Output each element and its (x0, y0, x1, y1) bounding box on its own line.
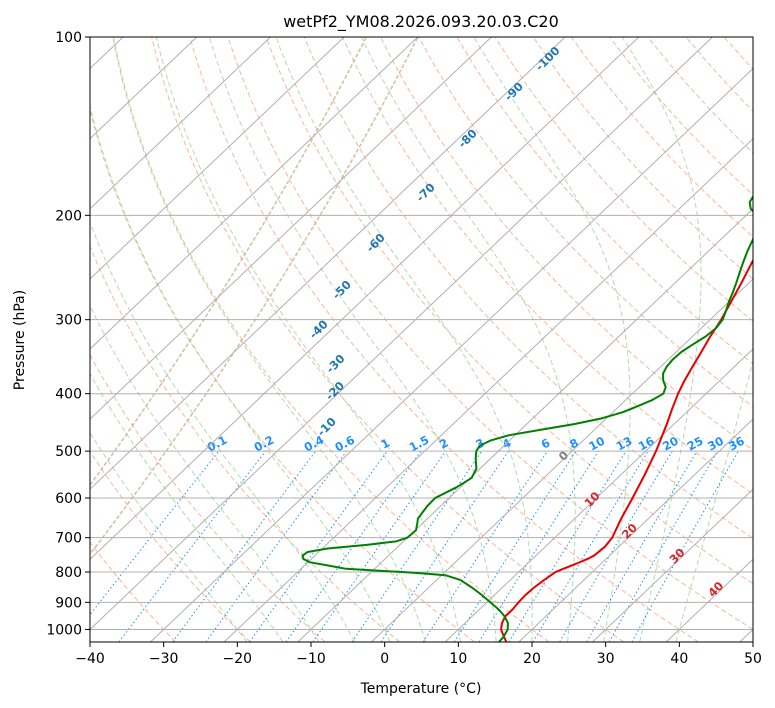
isotherm-line (90, 37, 198, 140)
isotherm-line (518, 418, 753, 642)
pressure-gridlines (90, 37, 753, 630)
mixing-ratio-label: 16 (636, 434, 657, 454)
y-tick-label: 700 (55, 531, 82, 547)
profile-series (301, 194, 753, 642)
moist-adiabat-line (360, 37, 576, 642)
isotherm-line (90, 37, 640, 561)
x-tick-label: 10 (449, 651, 467, 667)
moist-adiabat-line (155, 37, 462, 642)
dry-adiabat-line (90, 244, 401, 642)
y-tick-label: 800 (55, 565, 82, 581)
plot-area (90, 37, 753, 642)
isotherms (90, 37, 753, 642)
mixing-ratio-label: 36 (726, 434, 747, 454)
y-tick-label: 500 (55, 444, 82, 460)
isotherm-line (90, 37, 713, 631)
x-tick-label: −20 (223, 651, 253, 667)
isotherm-line (90, 37, 492, 420)
dry-adiabat-line (762, 37, 775, 642)
y-tick-label: 400 (55, 387, 82, 403)
mixing-ratio-line (285, 450, 422, 642)
mixing-ratio-line (453, 450, 577, 642)
isotherm-line (90, 37, 419, 350)
isotherm-line (150, 67, 753, 642)
dry-adiabat-line (151, 37, 625, 642)
isotherm-line (90, 37, 345, 280)
x-tick-label: 30 (597, 651, 615, 667)
y-tick-label: 1000 (46, 622, 82, 638)
moist-adiabat-line (90, 221, 355, 642)
x-axis-label: Temperature (°C) (360, 681, 482, 697)
mixing-ratio-label: 13 (614, 434, 635, 454)
dry-adiabat-line (227, 37, 753, 631)
y-tick-label: 300 (55, 313, 82, 329)
mixing-ratio-label: 30 (705, 434, 726, 454)
mixing-ratio-line (205, 450, 347, 642)
aux-curve (90, 37, 367, 487)
x-axis: −40 −30 −20 −10 0 10 20 30 40 50 (75, 642, 762, 667)
y-tick-label: 900 (55, 595, 82, 611)
auxiliary-curves (90, 37, 419, 556)
chart-title: wetPf2_YM08.2026.093.20.03.C20 (283, 12, 559, 32)
mixing-ratio-line (249, 450, 388, 642)
x-tick-label: −10 (296, 651, 326, 667)
moist-adiabat-line (90, 431, 248, 642)
isotherm-line (90, 37, 566, 490)
x-tick-label: 50 (744, 651, 762, 667)
moist-adiabat-line (675, 358, 753, 642)
isotherm-line (592, 488, 753, 642)
y-tick-label: 200 (55, 208, 82, 224)
mixing-ratio-label: 25 (685, 434, 706, 454)
x-tick-label: 40 (670, 651, 688, 667)
y-axis-label: Pressure (hPa) (12, 290, 28, 390)
moist-adiabat-line (90, 304, 320, 642)
aux-curve (90, 37, 419, 556)
moist-adiabat-line (621, 37, 702, 642)
dry-adiabat-line (113, 37, 550, 642)
dry-adiabat-line (90, 450, 251, 642)
isotherm-line (297, 208, 753, 642)
mixing-ratio-label: 20 (660, 434, 681, 454)
isotherm-line (223, 137, 753, 642)
x-tick-label: 20 (523, 651, 541, 667)
x-tick-label: −40 (75, 651, 105, 667)
dry-adiabat-line (341, 37, 753, 495)
dry-adiabat-line (380, 37, 753, 451)
x-tick-label: −30 (149, 651, 179, 667)
x-tick-label: 0 (380, 651, 389, 667)
mixing-ratio-label: 10 (586, 434, 607, 454)
mixing-ratio-line (172, 450, 317, 642)
moist-adiabat-line (208, 37, 497, 642)
moist-adiabat-line (90, 372, 284, 642)
isotherm-line (444, 348, 753, 642)
y-tick-label: 100 (55, 30, 82, 46)
temperature-profile (500, 258, 753, 642)
moist-adiabat-line (275, 37, 533, 642)
mixing-ratio-line (351, 450, 483, 642)
dry-adiabat-line (90, 541, 176, 642)
y-axis: 100 200 300 400 500 600 700 800 900 1000 (46, 30, 90, 638)
plot-frame (89, 36, 754, 643)
dewpoint-profile (301, 194, 753, 642)
mixing-ratio-line (608, 450, 718, 642)
moist-adiabats (90, 37, 753, 642)
dry-adiabat-line (90, 108, 475, 642)
y-tick-label: 600 (55, 491, 82, 507)
isotherm-line (371, 278, 753, 642)
moist-adiabat-line (112, 37, 426, 642)
mixing-ratio-line (312, 450, 447, 642)
mixing-ratio-line (508, 450, 627, 642)
dry-adiabat-line (456, 37, 753, 365)
isotherm-line (90, 37, 271, 210)
mixing-ratio-line (422, 450, 548, 642)
